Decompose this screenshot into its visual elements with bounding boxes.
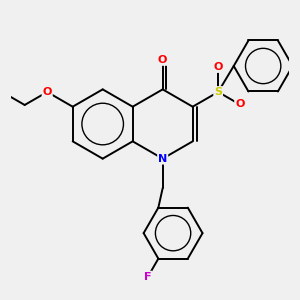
Text: O: O <box>158 55 167 65</box>
Text: F: F <box>144 272 152 282</box>
Text: S: S <box>214 87 222 97</box>
Text: O: O <box>235 99 244 110</box>
Text: O: O <box>43 87 52 97</box>
Text: O: O <box>214 62 223 72</box>
Text: N: N <box>158 154 167 164</box>
